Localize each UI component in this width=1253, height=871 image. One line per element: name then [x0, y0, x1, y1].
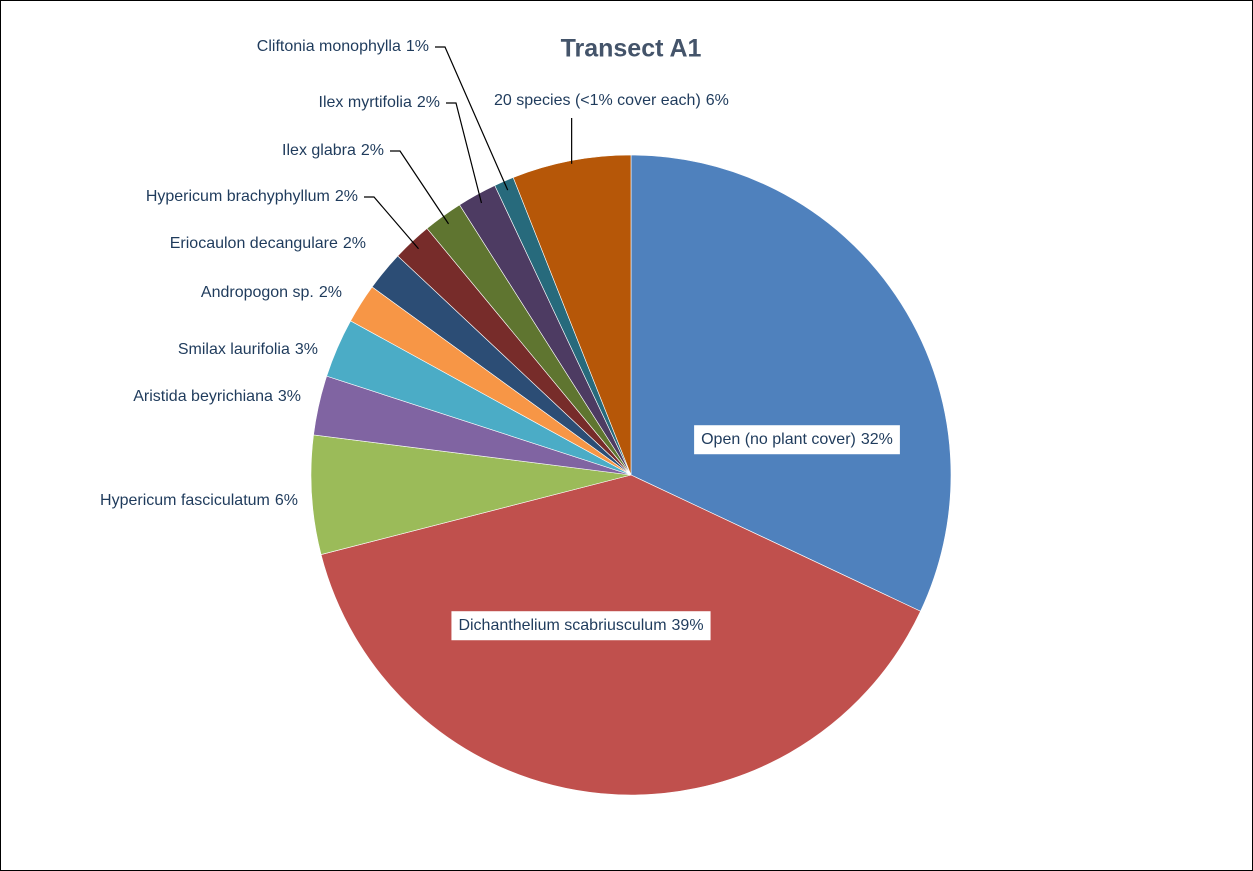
data-label: Open (no plant cover) 32%	[701, 431, 893, 448]
leader-line	[446, 102, 483, 204]
label-category: Ilex myrtifolia	[319, 94, 412, 111]
label-value: 2%	[343, 235, 366, 252]
data-label: Ilex glabra 2%	[282, 142, 384, 159]
label-value: 1%	[406, 38, 429, 55]
label-value: 32%	[861, 431, 893, 448]
label-category: Open (no plant cover)	[701, 431, 856, 448]
label-value: 39%	[672, 617, 704, 634]
data-label: Hypericum fasciculatum 6%	[100, 492, 298, 509]
leader-line	[390, 150, 450, 225]
data-label: Eriocaulon decangulare 2%	[170, 235, 366, 252]
label-value: 2%	[361, 142, 384, 159]
label-value: 6%	[275, 492, 298, 509]
label-value: 3%	[278, 388, 301, 405]
label-category: Cliftonia monophylla	[257, 38, 401, 55]
label-box	[694, 425, 900, 455]
label-category: Ilex glabra	[282, 142, 356, 159]
label-value: 2%	[319, 284, 342, 301]
label-category: Andropogon sp.	[201, 284, 314, 301]
label-category: Smilax laurifolia	[178, 341, 290, 358]
leader-line	[364, 196, 419, 250]
label-box	[451, 611, 711, 641]
label-category: Eriocaulon decangulare	[170, 235, 338, 252]
label-category: Hypericum brachyphyllum	[146, 188, 330, 205]
data-label: Dichanthelium scabriusculum 39%	[458, 617, 703, 634]
label-category: Dichanthelium scabriusculum	[458, 617, 666, 634]
chart-title: Transect A1	[561, 35, 702, 63]
label-value: 2%	[417, 94, 440, 111]
data-label: Andropogon sp. 2%	[201, 284, 342, 301]
data-label: Ilex myrtifolia 2%	[319, 94, 440, 111]
data-label: Cliftonia monophylla 1%	[257, 38, 429, 55]
pie-slice	[630, 154, 952, 612]
label-category: Aristida beyrichiana	[133, 388, 273, 405]
label-value: 3%	[295, 341, 318, 358]
data-label: Smilax laurifolia 3%	[178, 341, 318, 358]
data-label: 20 species (<1% cover each) 6%	[494, 92, 729, 109]
label-value: 6%	[706, 92, 729, 109]
label-category: Hypericum fasciculatum	[100, 492, 270, 509]
data-label: Hypericum brachyphyllum 2%	[146, 188, 358, 205]
data-label: Aristida beyrichiana 3%	[133, 388, 301, 405]
label-value: 2%	[335, 188, 358, 205]
label-category: 20 species (<1% cover each)	[494, 92, 701, 109]
pie-slice	[310, 434, 632, 555]
leader-line	[435, 46, 509, 191]
